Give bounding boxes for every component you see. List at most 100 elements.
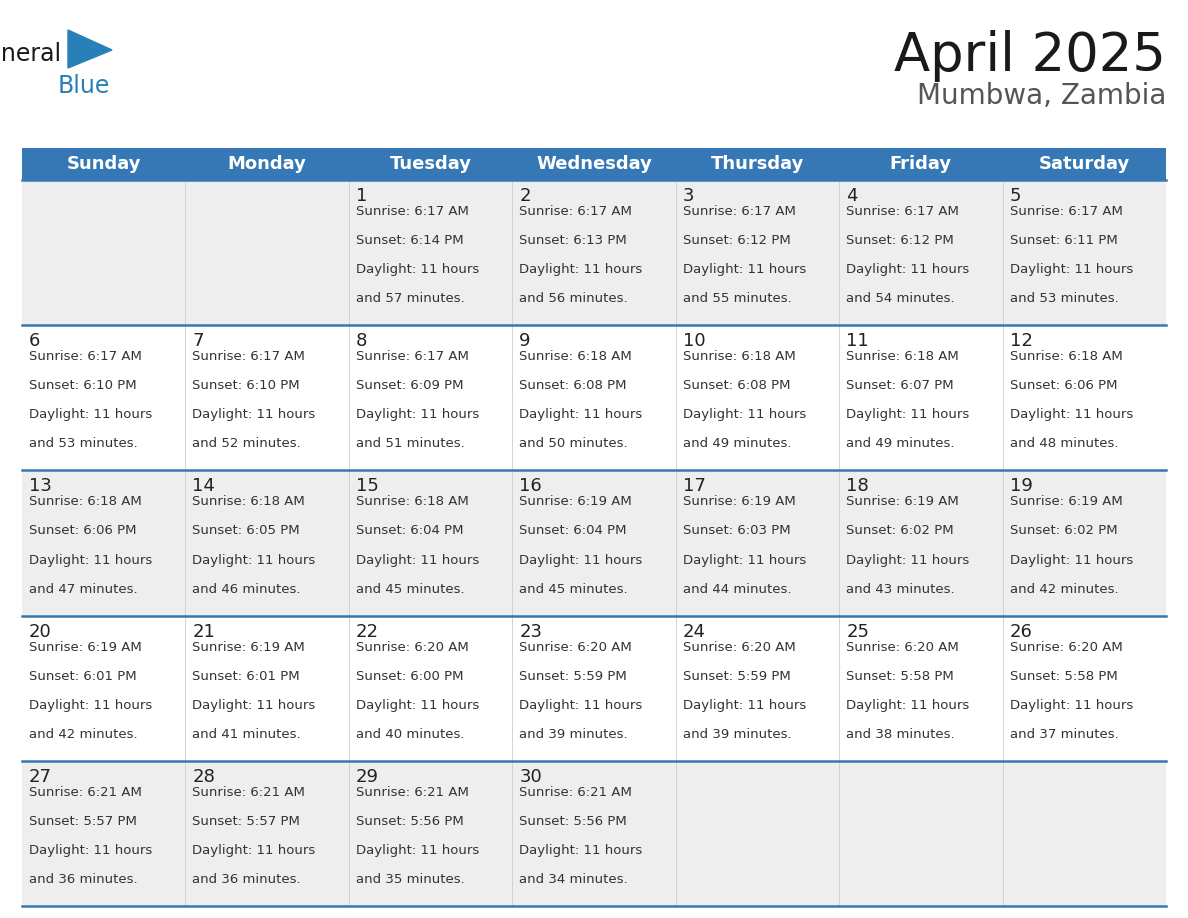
Text: 16: 16 <box>519 477 542 496</box>
Text: Daylight: 11 hours: Daylight: 11 hours <box>846 554 969 566</box>
Text: Daylight: 11 hours: Daylight: 11 hours <box>29 844 152 857</box>
Bar <box>23 325 1165 470</box>
Text: Sunset: 6:13 PM: Sunset: 6:13 PM <box>519 234 627 247</box>
Text: Daylight: 11 hours: Daylight: 11 hours <box>1010 263 1133 276</box>
Text: 5: 5 <box>1010 187 1020 205</box>
Text: 26: 26 <box>1010 622 1032 641</box>
Text: Sunrise: 6:21 AM: Sunrise: 6:21 AM <box>356 786 469 799</box>
Text: Daylight: 11 hours: Daylight: 11 hours <box>683 263 805 276</box>
Text: 11: 11 <box>846 332 868 350</box>
Text: April 2025: April 2025 <box>895 30 1165 82</box>
Text: 25: 25 <box>846 622 870 641</box>
Text: Daylight: 11 hours: Daylight: 11 hours <box>356 844 479 857</box>
Text: Sunset: 6:09 PM: Sunset: 6:09 PM <box>356 379 463 392</box>
Text: 14: 14 <box>192 477 215 496</box>
Text: Sunset: 6:04 PM: Sunset: 6:04 PM <box>356 524 463 538</box>
Text: Sunrise: 6:18 AM: Sunrise: 6:18 AM <box>356 496 468 509</box>
Text: Sunrise: 6:17 AM: Sunrise: 6:17 AM <box>192 350 305 364</box>
Text: and 48 minutes.: and 48 minutes. <box>1010 438 1118 451</box>
Text: Daylight: 11 hours: Daylight: 11 hours <box>192 409 316 421</box>
Text: Sunrise: 6:19 AM: Sunrise: 6:19 AM <box>1010 496 1123 509</box>
Text: and 54 minutes.: and 54 minutes. <box>846 292 955 306</box>
Text: Sunrise: 6:18 AM: Sunrise: 6:18 AM <box>192 496 305 509</box>
Text: Sunset: 6:07 PM: Sunset: 6:07 PM <box>846 379 954 392</box>
Text: and 45 minutes.: and 45 minutes. <box>519 583 628 596</box>
Text: 9: 9 <box>519 332 531 350</box>
Text: Sunset: 5:57 PM: Sunset: 5:57 PM <box>192 815 301 828</box>
Text: Daylight: 11 hours: Daylight: 11 hours <box>683 554 805 566</box>
Polygon shape <box>68 30 112 68</box>
Text: Sunrise: 6:18 AM: Sunrise: 6:18 AM <box>683 350 796 364</box>
Text: and 39 minutes.: and 39 minutes. <box>683 728 791 741</box>
Text: and 55 minutes.: and 55 minutes. <box>683 292 791 306</box>
Text: Sunrise: 6:19 AM: Sunrise: 6:19 AM <box>192 641 305 654</box>
Text: Blue: Blue <box>58 74 110 98</box>
Text: Sunset: 5:57 PM: Sunset: 5:57 PM <box>29 815 137 828</box>
Text: Sunset: 6:10 PM: Sunset: 6:10 PM <box>29 379 137 392</box>
Bar <box>23 180 1165 325</box>
Text: Sunrise: 6:17 AM: Sunrise: 6:17 AM <box>683 205 796 218</box>
Text: Sunday: Sunday <box>67 155 141 173</box>
Bar <box>23 616 1165 761</box>
Text: Daylight: 11 hours: Daylight: 11 hours <box>519 554 643 566</box>
Text: and 56 minutes.: and 56 minutes. <box>519 292 628 306</box>
Text: Sunset: 6:01 PM: Sunset: 6:01 PM <box>29 670 137 683</box>
Text: and 46 minutes.: and 46 minutes. <box>192 583 301 596</box>
Text: Sunset: 6:14 PM: Sunset: 6:14 PM <box>356 234 463 247</box>
Text: and 57 minutes.: and 57 minutes. <box>356 292 465 306</box>
Text: and 53 minutes.: and 53 minutes. <box>1010 292 1118 306</box>
Text: 24: 24 <box>683 622 706 641</box>
Bar <box>23 148 1165 180</box>
Text: and 40 minutes.: and 40 minutes. <box>356 728 465 741</box>
Bar <box>23 470 1165 616</box>
Text: 4: 4 <box>846 187 858 205</box>
Text: 17: 17 <box>683 477 706 496</box>
Text: 28: 28 <box>192 767 215 786</box>
Text: 21: 21 <box>192 622 215 641</box>
Text: Mumbwa, Zambia: Mumbwa, Zambia <box>917 82 1165 110</box>
Text: 13: 13 <box>29 477 52 496</box>
Text: Sunset: 6:05 PM: Sunset: 6:05 PM <box>192 524 301 538</box>
Text: Sunrise: 6:19 AM: Sunrise: 6:19 AM <box>846 496 959 509</box>
Text: and 35 minutes.: and 35 minutes. <box>356 873 465 886</box>
Text: Sunrise: 6:17 AM: Sunrise: 6:17 AM <box>846 205 959 218</box>
Text: Daylight: 11 hours: Daylight: 11 hours <box>29 409 152 421</box>
Text: Sunrise: 6:18 AM: Sunrise: 6:18 AM <box>846 350 959 364</box>
Text: Sunrise: 6:17 AM: Sunrise: 6:17 AM <box>356 205 469 218</box>
Text: Sunset: 5:59 PM: Sunset: 5:59 PM <box>519 670 627 683</box>
Text: Sunrise: 6:18 AM: Sunrise: 6:18 AM <box>1010 350 1123 364</box>
Text: Sunset: 5:58 PM: Sunset: 5:58 PM <box>846 670 954 683</box>
Text: Sunrise: 6:20 AM: Sunrise: 6:20 AM <box>356 641 468 654</box>
Text: 15: 15 <box>356 477 379 496</box>
Text: Daylight: 11 hours: Daylight: 11 hours <box>846 699 969 711</box>
Text: Daylight: 11 hours: Daylight: 11 hours <box>519 699 643 711</box>
Text: Sunset: 6:06 PM: Sunset: 6:06 PM <box>29 524 137 538</box>
Text: and 50 minutes.: and 50 minutes. <box>519 438 628 451</box>
Text: Daylight: 11 hours: Daylight: 11 hours <box>1010 699 1133 711</box>
Text: Sunrise: 6:17 AM: Sunrise: 6:17 AM <box>356 350 469 364</box>
Text: Tuesday: Tuesday <box>390 155 472 173</box>
Text: Sunrise: 6:21 AM: Sunrise: 6:21 AM <box>29 786 141 799</box>
Text: Daylight: 11 hours: Daylight: 11 hours <box>192 554 316 566</box>
Text: 30: 30 <box>519 767 542 786</box>
Text: Thursday: Thursday <box>710 155 804 173</box>
Text: Daylight: 11 hours: Daylight: 11 hours <box>192 699 316 711</box>
Text: Friday: Friday <box>890 155 952 173</box>
Text: Sunrise: 6:19 AM: Sunrise: 6:19 AM <box>683 496 796 509</box>
Text: Sunset: 6:00 PM: Sunset: 6:00 PM <box>356 670 463 683</box>
Text: Daylight: 11 hours: Daylight: 11 hours <box>29 699 152 711</box>
Text: Daylight: 11 hours: Daylight: 11 hours <box>356 409 479 421</box>
Text: Daylight: 11 hours: Daylight: 11 hours <box>192 844 316 857</box>
Text: and 42 minutes.: and 42 minutes. <box>29 728 138 741</box>
Text: Sunset: 6:06 PM: Sunset: 6:06 PM <box>1010 379 1117 392</box>
Text: and 49 minutes.: and 49 minutes. <box>846 438 955 451</box>
Text: 8: 8 <box>356 332 367 350</box>
Text: Daylight: 11 hours: Daylight: 11 hours <box>29 554 152 566</box>
Text: and 37 minutes.: and 37 minutes. <box>1010 728 1118 741</box>
Text: General: General <box>0 42 62 66</box>
Text: and 49 minutes.: and 49 minutes. <box>683 438 791 451</box>
Text: Sunset: 6:12 PM: Sunset: 6:12 PM <box>846 234 954 247</box>
Text: Saturday: Saturday <box>1038 155 1130 173</box>
Text: Sunrise: 6:20 AM: Sunrise: 6:20 AM <box>846 641 959 654</box>
Text: Daylight: 11 hours: Daylight: 11 hours <box>356 554 479 566</box>
